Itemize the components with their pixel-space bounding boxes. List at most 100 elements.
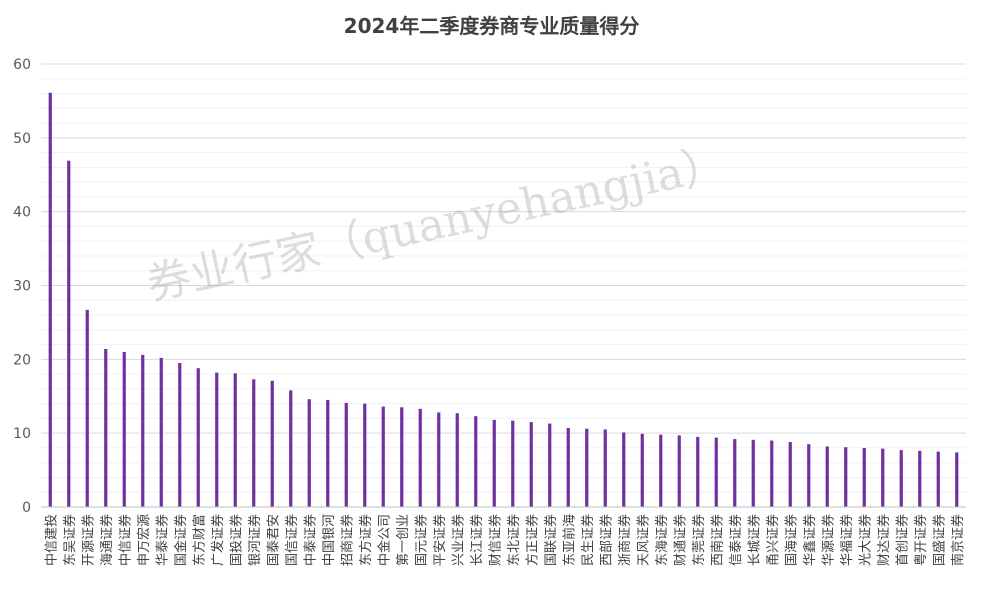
y-tick-label: 40 bbox=[13, 205, 31, 221]
bar bbox=[455, 413, 459, 507]
x-tick-label: 海通证券 bbox=[99, 514, 115, 566]
bar bbox=[511, 420, 515, 507]
x-tick-label: 甬兴证券 bbox=[765, 514, 781, 566]
x-tick-label: 信泰证券 bbox=[728, 514, 744, 566]
x-tick-label: 方正证券 bbox=[524, 514, 540, 566]
x-tick-label: 南京证券 bbox=[950, 514, 966, 566]
x-tick-label: 中国银河 bbox=[322, 514, 337, 566]
bar bbox=[307, 399, 311, 507]
bar bbox=[751, 439, 755, 507]
x-tick-label: 国联证券 bbox=[543, 514, 559, 566]
bar bbox=[233, 373, 237, 507]
bar bbox=[844, 447, 848, 507]
y-tick-label: 10 bbox=[13, 426, 31, 442]
bar bbox=[141, 354, 145, 507]
x-tick-label: 西南证券 bbox=[709, 514, 725, 566]
bar bbox=[418, 408, 422, 507]
y-tick-label: 20 bbox=[13, 352, 31, 368]
bar bbox=[48, 92, 52, 508]
x-axis: 中信建投 东吴证券 开源证券 海通证券 中信证券 申万宏源 华泰证券 国金证券 东方财富 广发证券… bbox=[41, 506, 966, 566]
bar bbox=[159, 357, 163, 507]
x-tick-label: 西部证券 bbox=[598, 514, 614, 566]
bar bbox=[474, 416, 478, 507]
bar bbox=[677, 435, 681, 507]
bar bbox=[178, 363, 182, 507]
bar bbox=[215, 372, 219, 507]
bar bbox=[67, 160, 71, 507]
x-tick-label: 中信证券 bbox=[117, 514, 133, 566]
chart-title: 2024年二季度券商专业质量得分 bbox=[343, 14, 640, 38]
x-tick-label: 国泰君安 bbox=[266, 514, 281, 566]
x-tick-label: 东莞证券 bbox=[691, 514, 707, 566]
x-tick-label: 开源证券 bbox=[80, 514, 96, 566]
bar bbox=[659, 434, 663, 507]
x-tick-label: 中泰证券 bbox=[302, 514, 318, 566]
x-tick-label: 财达证券 bbox=[876, 514, 892, 566]
bar bbox=[270, 380, 274, 507]
bar bbox=[196, 368, 200, 507]
bar bbox=[881, 448, 885, 507]
y-tick-label: 50 bbox=[13, 131, 31, 147]
bar bbox=[640, 433, 644, 507]
bar bbox=[825, 446, 829, 507]
bar bbox=[381, 406, 385, 507]
x-tick-label: 东方证券 bbox=[358, 514, 374, 566]
x-tick-label: 财通证券 bbox=[672, 514, 688, 566]
x-tick-label: 华泰证券 bbox=[154, 514, 170, 566]
bar bbox=[437, 412, 441, 507]
x-tick-label: 民生证券 bbox=[580, 514, 596, 566]
y-axis: 0 10 20 30 40 50 60 bbox=[13, 57, 31, 516]
x-tick-label: 国元证券 bbox=[413, 514, 429, 566]
x-tick-label: 国盛证券 bbox=[931, 514, 947, 566]
x-tick-label: 中信建投 bbox=[43, 514, 59, 566]
x-tick-label: 国金证券 bbox=[173, 514, 189, 566]
bar bbox=[696, 436, 700, 507]
bar bbox=[326, 399, 330, 507]
bar bbox=[733, 439, 737, 507]
bar bbox=[566, 427, 570, 507]
bar bbox=[289, 390, 293, 507]
x-tick-label: 中金公司 bbox=[376, 514, 392, 566]
x-tick-label: 国信证券 bbox=[284, 514, 300, 566]
x-tick-label: 长城证券 bbox=[746, 514, 762, 566]
x-tick-label: 银河证券 bbox=[247, 514, 263, 566]
x-tick-label: 广发证券 bbox=[210, 514, 226, 566]
bar bbox=[622, 432, 626, 507]
y-tick-label: 0 bbox=[22, 500, 31, 516]
x-tick-label: 招商证券 bbox=[339, 514, 355, 566]
bar bbox=[770, 440, 774, 507]
x-tick-label: 东海证券 bbox=[654, 514, 670, 566]
bar bbox=[955, 452, 959, 507]
y-tick-label: 60 bbox=[13, 57, 31, 73]
x-tick-label: 天风证券 bbox=[635, 514, 651, 566]
bar bbox=[363, 403, 367, 507]
x-tick-label: 东吴证券 bbox=[62, 514, 78, 566]
x-tick-label: 华福证券 bbox=[839, 514, 855, 566]
bar bbox=[603, 429, 607, 507]
bar bbox=[104, 348, 108, 507]
bar bbox=[85, 309, 89, 507]
x-tick-label: 华鑫证券 bbox=[802, 514, 818, 566]
bar bbox=[788, 442, 792, 507]
bar bbox=[585, 428, 589, 507]
x-tick-label: 申万宏源 bbox=[137, 514, 152, 566]
x-tick-label: 粤开证券 bbox=[913, 514, 929, 566]
bar bbox=[122, 351, 126, 507]
bar bbox=[936, 451, 940, 507]
x-tick-label: 兴业证券 bbox=[450, 514, 466, 566]
bar bbox=[344, 402, 348, 507]
bar bbox=[400, 407, 404, 507]
x-tick-label: 东亚前海 bbox=[561, 514, 577, 566]
x-tick-label: 国海证券 bbox=[783, 514, 799, 566]
bars bbox=[48, 92, 959, 508]
x-tick-label: 光大证券 bbox=[857, 514, 873, 566]
bar bbox=[548, 423, 552, 507]
x-tick-label: 首创证券 bbox=[894, 514, 910, 566]
x-tick-label: 平安证券 bbox=[432, 514, 448, 566]
x-tick-label: 华源证券 bbox=[820, 514, 836, 566]
x-tick-label: 东北证券 bbox=[506, 514, 522, 566]
x-tick-label: 财信证券 bbox=[487, 514, 503, 566]
x-tick-label: 浙商证券 bbox=[617, 514, 633, 566]
x-tick-label: 国投证券 bbox=[228, 514, 244, 566]
